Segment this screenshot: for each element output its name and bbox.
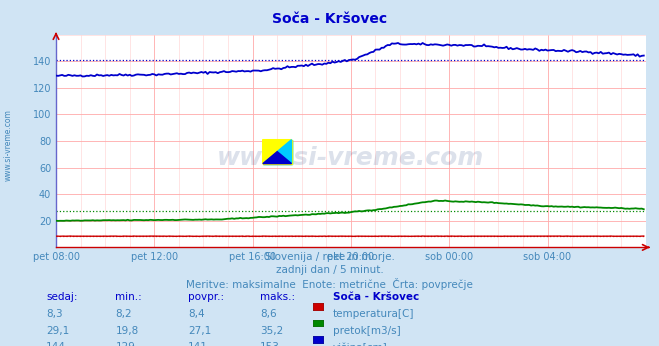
- Text: 29,1: 29,1: [46, 326, 69, 336]
- Text: 8,4: 8,4: [188, 309, 204, 319]
- Text: sedaj:: sedaj:: [46, 292, 78, 302]
- Text: povpr.:: povpr.:: [188, 292, 224, 302]
- Bar: [263, 140, 291, 164]
- Polygon shape: [263, 140, 291, 164]
- Text: 8,6: 8,6: [260, 309, 277, 319]
- Text: 19,8: 19,8: [115, 326, 138, 336]
- Text: 35,2: 35,2: [260, 326, 283, 336]
- Text: maks.:: maks.:: [260, 292, 295, 302]
- Text: Soča - Kršovec: Soča - Kršovec: [272, 12, 387, 26]
- Polygon shape: [263, 140, 291, 164]
- Text: 27,1: 27,1: [188, 326, 211, 336]
- Polygon shape: [263, 140, 291, 164]
- Text: 144: 144: [46, 342, 66, 346]
- Text: 141: 141: [188, 342, 208, 346]
- Text: pretok[m3/s]: pretok[m3/s]: [333, 326, 401, 336]
- Polygon shape: [263, 140, 291, 164]
- Text: temperatura[C]: temperatura[C]: [333, 309, 415, 319]
- Text: 8,3: 8,3: [46, 309, 63, 319]
- Text: min.:: min.:: [115, 292, 142, 302]
- Text: višina[cm]: višina[cm]: [333, 342, 387, 346]
- Text: 153: 153: [260, 342, 280, 346]
- Text: www.si-vreme.com: www.si-vreme.com: [217, 146, 484, 170]
- Text: zadnji dan / 5 minut.: zadnji dan / 5 minut.: [275, 265, 384, 275]
- Text: 8,2: 8,2: [115, 309, 132, 319]
- Text: Slovenija / reke in morje.: Slovenija / reke in morje.: [264, 252, 395, 262]
- Text: www.si-vreme.com: www.si-vreme.com: [3, 109, 13, 181]
- Polygon shape: [263, 152, 291, 164]
- Text: 129: 129: [115, 342, 135, 346]
- Text: Soča - Kršovec: Soča - Kršovec: [333, 292, 419, 302]
- Text: Meritve: maksimalne  Enote: metrične  Črta: povprečje: Meritve: maksimalne Enote: metrične Črta…: [186, 278, 473, 290]
- Polygon shape: [277, 140, 291, 164]
